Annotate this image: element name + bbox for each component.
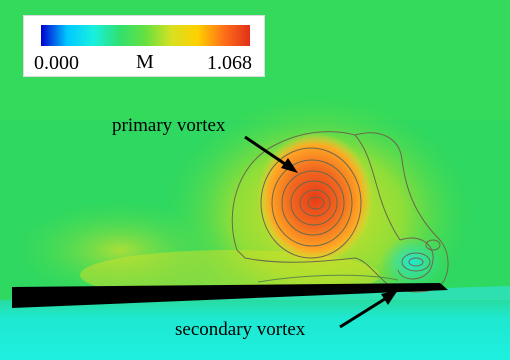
contour-lines (231, 131, 449, 293)
flat-plate (12, 283, 448, 308)
primary-vortex-core (257, 132, 373, 264)
secondary-vortex-region (380, 236, 444, 288)
primary-vortex-label: primary vortex (112, 115, 226, 136)
secondary-vortex-arrow (339, 290, 398, 329)
legend-variable-label: M (136, 51, 154, 73)
colorbar-legend: 0.000 M 1.068 (23, 15, 265, 77)
primary-vortex-arrow (244, 135, 298, 173)
legend-max-label: 1.068 (207, 52, 252, 74)
lower-region (0, 300, 510, 360)
secondary-vortex-label: secondary vortex (175, 319, 306, 340)
colorbar (41, 25, 250, 46)
legend-min-label: 0.000 (34, 52, 79, 74)
